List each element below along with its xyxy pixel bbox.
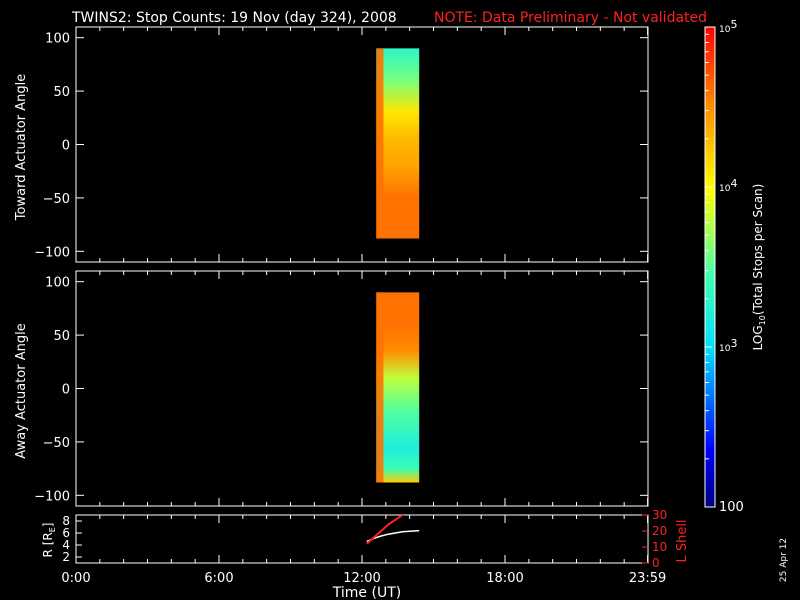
l-shell-line <box>366 515 405 545</box>
toward-ytick-label-4: −100 <box>34 245 70 260</box>
toward-frame <box>75 26 649 263</box>
toward-panel: 100 50 0 −50 −100 <box>34 26 649 263</box>
xtick-label-2: 12:00 <box>343 571 380 586</box>
away-frame <box>75 270 649 507</box>
ephemeris-ylabel: R [RE] <box>41 523 57 558</box>
away-ytick-label-3: −50 <box>43 436 70 451</box>
ephemeris-ytick-label-0: 2 <box>62 550 70 564</box>
ephemeris-ytick-label-3: 8 <box>62 514 70 528</box>
l-shell-ytick-label-1: 10 <box>652 540 667 554</box>
away-ylabel: Away Actuator Angle <box>14 323 29 458</box>
l-shell-ytick-label-3: 30 <box>652 508 667 522</box>
l-shell-ytick-label-2: 20 <box>652 524 667 538</box>
xtick-label-0: 0:00 <box>61 571 90 586</box>
colorbar-label-2: 103 <box>719 337 737 354</box>
l-shell-ytick-label-0: 0 <box>652 556 660 570</box>
toward-heatmap-strip <box>376 48 384 239</box>
data-note: NOTE: Data Preliminary - Not validated <box>434 10 707 26</box>
toward-ytick-label-3: −50 <box>43 192 70 207</box>
away-ytick-label-2: 0 <box>62 383 70 398</box>
x-axis-label: Time (UT) <box>332 585 401 600</box>
away-panel: 100 50 0 −50 −100 <box>34 270 649 507</box>
colorbar-label-exponent: 3 <box>730 337 737 350</box>
colorbar-label-exponent: 5 <box>730 18 737 31</box>
colorbar-label-0: 105 <box>719 18 737 35</box>
xtick-label-4: 23:59 <box>629 571 666 586</box>
away-heatmap-strip <box>376 292 384 483</box>
colorbar-label-3: 100 <box>719 500 744 515</box>
date-stamp: 25 Apr 12 <box>779 538 789 582</box>
away-ytick-label-1: 50 <box>53 329 70 344</box>
chart-title: TWINS2: Stop Counts: 19 Nov (day 324), 2… <box>71 10 397 26</box>
colorbar-label-base: 10 <box>719 344 731 354</box>
toward-ytick-label-2: 0 <box>62 139 70 154</box>
colorbar-label-1: 104 <box>719 177 737 194</box>
colorbar-gradient <box>704 26 716 508</box>
toward-ylabel: Toward Actuator Angle <box>14 74 29 221</box>
away-ytick-label-4: −100 <box>34 489 70 504</box>
xtick-label-3: 18:00 <box>486 571 523 586</box>
ephemeris-ytick-label-2: 6 <box>62 526 70 540</box>
toward-ytick-label-0: 100 <box>45 32 70 47</box>
l-shell-label: L Shell <box>675 519 690 562</box>
xtick-label-1: 6:00 <box>204 571 233 586</box>
ephemeris-ytick-label-1: 4 <box>62 538 70 552</box>
colorbar-label-base: 10 <box>719 25 731 35</box>
colorbar-label-exponent: 4 <box>730 177 737 190</box>
away-ytick-label-0: 100 <box>45 276 70 291</box>
toward-ytick-label-1: 50 <box>53 85 70 100</box>
colorbar-label-base: 10 <box>719 184 731 194</box>
r-line <box>366 529 420 543</box>
colorbar-label: LOG10(Total Stops per Scan) <box>751 184 767 351</box>
